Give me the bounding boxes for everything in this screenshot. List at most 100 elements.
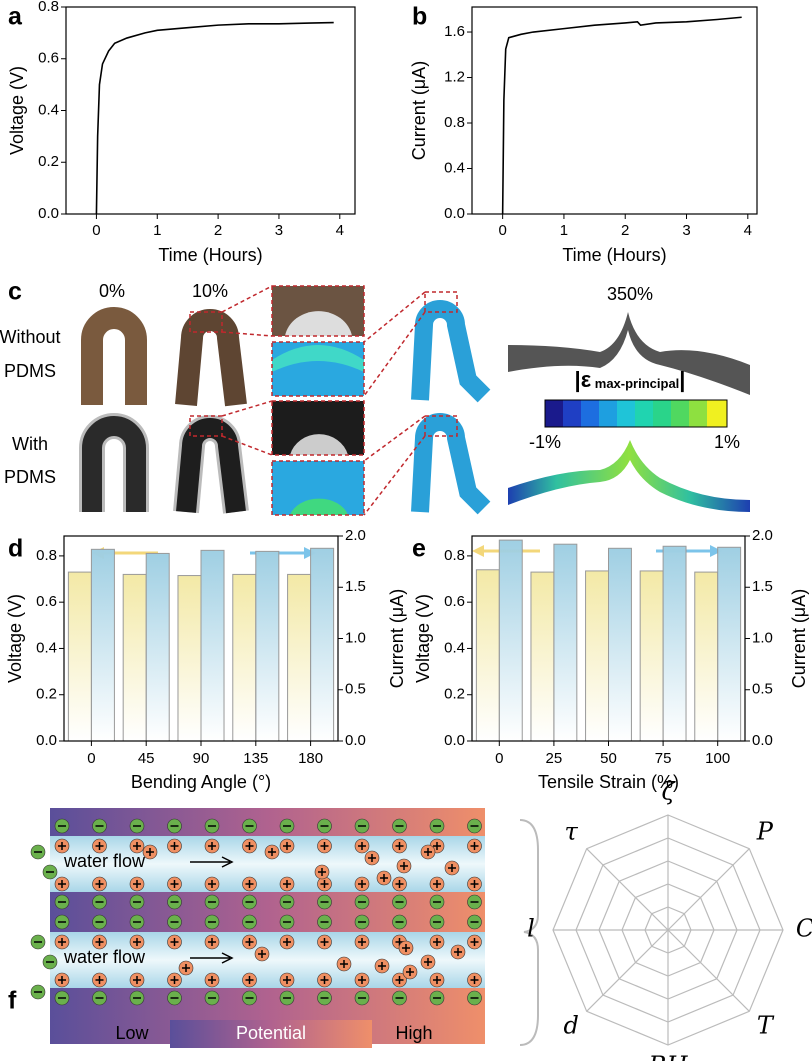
- ion-sign: [170, 842, 179, 850]
- ion-sign: [358, 938, 366, 946]
- cation: [429, 972, 445, 988]
- panel-c: 0% 10% 350% Without PDMS With PDMS |ε ma…: [0, 281, 750, 516]
- plot-frame: [471, 535, 746, 742]
- x-tick-label: 1: [153, 222, 161, 239]
- panel-label: c: [8, 278, 22, 306]
- anion: [129, 894, 145, 910]
- anion: [354, 914, 370, 930]
- flow-arrow: [190, 856, 234, 868]
- colorbar-title: |ε max-principal|: [575, 367, 686, 392]
- potential-high: High: [395, 1023, 432, 1043]
- cation: [167, 972, 182, 988]
- y-tick-label: 0.0: [444, 205, 465, 222]
- cation: [364, 850, 380, 866]
- ion-sign: [395, 976, 404, 984]
- cation: [129, 876, 145, 892]
- cation: [129, 934, 145, 950]
- y2-tick-label: 0.0: [752, 732, 773, 749]
- cation: [444, 860, 460, 876]
- ion-sign: [283, 976, 291, 984]
- ion-sign: [358, 976, 366, 984]
- panel-label: d: [8, 535, 23, 563]
- potential-low: Low: [115, 1023, 149, 1043]
- x-tick-label: 1: [560, 222, 568, 239]
- y-axis-label: Voltage (V): [413, 594, 433, 683]
- x-tick-label: 2: [621, 222, 629, 239]
- cation: [314, 864, 330, 880]
- deformed-simulation: [508, 440, 750, 512]
- y-tick-label: 0.6: [38, 50, 59, 67]
- anion: [317, 894, 332, 910]
- anion: [317, 990, 332, 1006]
- ion-sign: [424, 958, 432, 966]
- x-tick-label: 135: [243, 750, 268, 767]
- deformed-image: [508, 312, 750, 395]
- anion: [467, 914, 482, 930]
- cation: [204, 934, 220, 950]
- ion-sign: [245, 976, 254, 984]
- row-label: Without: [0, 327, 61, 347]
- x-tick-label: 4: [336, 222, 344, 239]
- anion: [92, 818, 107, 834]
- y-tick-label: 1.2: [444, 68, 465, 85]
- anion: [467, 818, 482, 834]
- y2-tick-label: 0.0: [345, 732, 366, 749]
- bar: [255, 550, 280, 742]
- x-tick-label: 3: [682, 222, 690, 239]
- ion-sign: [170, 880, 179, 888]
- y-axis-label: Current (μA): [409, 61, 429, 160]
- x-tick-label: 90: [193, 750, 210, 767]
- cation: [317, 876, 332, 892]
- anion: [30, 934, 46, 950]
- anion: [317, 818, 332, 834]
- sample-image: [176, 418, 246, 514]
- flow-label: water flow: [63, 851, 146, 871]
- ion-sign: [470, 880, 479, 888]
- ion-sign: [133, 938, 141, 946]
- x-axis-label: Time (Hours): [562, 245, 666, 265]
- ion-sign: [182, 964, 190, 972]
- anion: [92, 990, 107, 1006]
- ion-sign: [448, 864, 456, 872]
- ion-sign: [433, 938, 441, 946]
- ion-sign: [340, 960, 348, 968]
- cation: [242, 972, 257, 988]
- anion: [92, 914, 107, 930]
- anion: [204, 914, 220, 930]
- anion: [429, 990, 445, 1006]
- cation: [354, 972, 370, 988]
- ion-sign: [58, 976, 66, 984]
- bar: [177, 575, 202, 742]
- ion-sign: [146, 848, 154, 856]
- colorbar-max: 1%: [714, 432, 740, 452]
- cation: [92, 876, 107, 892]
- bar: [498, 539, 523, 742]
- anion: [242, 914, 257, 930]
- radar-axis-label: ζ: [661, 778, 676, 806]
- sample-image: [81, 307, 147, 405]
- ion-sign: [268, 848, 276, 856]
- anion: [54, 990, 70, 1006]
- anion: [467, 894, 482, 910]
- cation: [54, 972, 70, 988]
- panel-label: f: [8, 987, 17, 1015]
- ion-sign: [395, 842, 404, 850]
- cation: [279, 934, 295, 950]
- cation: [167, 934, 182, 950]
- cation: [54, 934, 70, 950]
- zoom-image: [272, 345, 364, 372]
- radar-axis-label: l: [527, 915, 535, 943]
- cation: [336, 956, 352, 972]
- y-tick-label: 0.8: [38, 0, 59, 15]
- y2-tick-label: 1.0: [752, 629, 773, 646]
- anion: [204, 894, 220, 910]
- cation: [429, 934, 445, 950]
- y-axis-label: Voltage (V): [7, 66, 27, 155]
- bar: [122, 573, 147, 742]
- x-tick-label: 0: [495, 750, 503, 767]
- cation: [92, 838, 107, 854]
- bar: [67, 571, 92, 742]
- y2-tick-label: 1.5: [345, 578, 366, 595]
- plot-frame: [63, 535, 339, 742]
